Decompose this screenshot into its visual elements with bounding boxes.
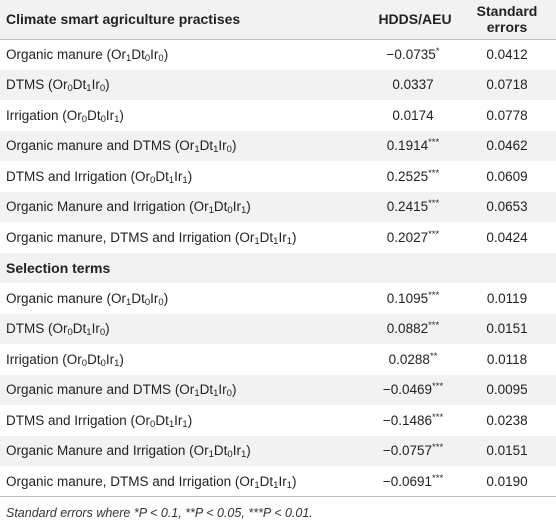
standard-error-cell: 0.0238 <box>486 412 528 428</box>
coefficient-cell: −0.1486*** <box>368 405 458 436</box>
row-label: Organic manure, DTMS and Irrigation (Or1… <box>6 473 297 491</box>
results-table: Climate smart agriculture practises HDDS… <box>0 0 556 497</box>
table-footnote: Standard errors where *P < 0.1, **P < 0.… <box>6 506 313 520</box>
table-header-row: Climate smart agriculture practises HDDS… <box>0 0 556 39</box>
coefficient-value: −0.0691 <box>382 473 433 489</box>
coefficient-cell: 0.2027*** <box>368 222 458 253</box>
row-label: Organic manure and DTMS (Or1Dt1Ir0) <box>6 138 237 156</box>
coefficient-cell: 0.1095*** <box>368 283 458 314</box>
header-standard-errors: Standard errors <box>476 3 538 36</box>
table-row: Irrigation (Or0Dt0Ir1) 0.0174 0.0778 <box>0 100 556 131</box>
row-label: DTMS (Or0Dt1Ir0) <box>6 77 110 95</box>
row-label: Organic manure (Or1Dt0Ir0) <box>6 47 169 64</box>
row-label: DTMS (Or0Dt1Ir0) <box>6 321 110 339</box>
coefficient-cell: −0.0735* <box>368 39 458 70</box>
row-label: Organic manure, DTMS and Irrigation (Or1… <box>6 229 297 247</box>
coefficient-cell: 0.0288** <box>368 344 458 375</box>
standard-error-cell: 0.0653 <box>486 199 528 215</box>
row-label: Organic manure and DTMS (Or1Dt1Ir0) <box>6 382 237 400</box>
significance-stars: *** <box>428 137 440 149</box>
standard-error-cell: 0.0718 <box>486 77 528 93</box>
coefficient-value: 0.0288 <box>388 351 430 367</box>
table-row: Irrigation (Or0Dt0Ir1) 0.0288** 0.0118 <box>0 344 556 375</box>
coefficient-value: 0.2027 <box>386 229 429 245</box>
table-row: DTMS and Irrigation (Or0Dt1Ir1) −0.1486**… <box>0 405 556 436</box>
table-row: DTMS (Or0Dt1Ir0) 0.0882*** 0.0151 <box>0 313 556 345</box>
significance-stars: *** <box>432 381 444 393</box>
header-practises: Climate smart agriculture practises <box>6 11 241 28</box>
row-label: Organic Manure and Irrigation (Or1Dt0Ir1… <box>6 443 251 461</box>
coefficient-value: 0.2415 <box>386 199 429 215</box>
section-row: Selection terms <box>0 252 556 283</box>
table-row: Organic manure, DTMS and Irrigation (Or1… <box>0 222 556 253</box>
standard-error-cell: 0.0424 <box>486 229 528 245</box>
header-hdds-aeu: HDDS/AEU <box>378 11 452 28</box>
coefficient-value: 0.1095 <box>386 290 429 306</box>
standard-error-cell: 0.0778 <box>486 107 528 123</box>
coefficient-cell: −0.0691*** <box>368 466 458 497</box>
significance-stars: *** <box>432 411 444 423</box>
row-label: Irrigation (Or0Dt0Ir1) <box>6 351 124 369</box>
table-row: DTMS (Or0Dt1Ir0) 0.0337 0.0718 <box>0 69 556 101</box>
standard-error-cell: 0.0190 <box>486 473 528 489</box>
standard-error-cell: 0.0118 <box>486 351 528 367</box>
standard-error-cell: 0.0151 <box>486 443 528 459</box>
coefficient-value: −0.0757 <box>382 443 433 459</box>
coefficient-cell: 0.2415*** <box>368 192 458 223</box>
coefficient-cell: 0.0174 <box>368 100 458 131</box>
coefficient-value: −0.0735 <box>386 47 436 62</box>
significance-stars: *** <box>428 228 440 240</box>
standard-error-cell: 0.0462 <box>486 138 528 154</box>
table-row: Organic Manure and Irrigation (Or1Dt0Ir1… <box>0 191 556 223</box>
significance-stars: *** <box>432 442 444 454</box>
coefficient-cell: 0.2525*** <box>368 161 458 192</box>
table-row: Organic manure (Or1Dt0Ir0) −0.0735* 0.0412 <box>0 39 556 70</box>
coefficient-cell: −0.0469*** <box>368 375 458 406</box>
coefficient-value: 0.0337 <box>392 77 434 93</box>
significance-stars: *** <box>428 167 440 179</box>
row-label: Organic manure (Or1Dt0Ir0) <box>6 290 169 308</box>
coefficient-cell: 0.1914*** <box>368 131 458 162</box>
significance-stars: ** <box>429 350 438 362</box>
coefficient-value: 0.1914 <box>386 138 429 154</box>
standard-error-cell: 0.0095 <box>486 382 528 398</box>
significance-stars: * <box>435 46 440 57</box>
table-row: Organic manure, DTMS and Irrigation (Or1… <box>0 466 556 497</box>
coefficient-value: 0.0882 <box>386 321 429 337</box>
table-row: Organic Manure and Irrigation (Or1Dt0Ir1… <box>0 435 556 467</box>
table-row: Organic manure (Or1Dt0Ir0) 0.1095*** 0.011… <box>0 283 556 314</box>
row-label: DTMS and Irrigation (Or0Dt1Ir1) <box>6 168 193 186</box>
significance-stars: *** <box>428 198 440 210</box>
table-row: Organic manure and DTMS (Or1Dt1Ir0) 0.191… <box>0 130 556 162</box>
coefficient-value: 0.0174 <box>392 107 434 123</box>
significance-stars: *** <box>428 289 440 301</box>
section-title: Selection terms <box>6 259 111 276</box>
standard-error-cell: 0.0412 <box>486 47 528 62</box>
coefficient-value: −0.1486 <box>382 412 433 428</box>
table-body: Organic manure (Or1Dt0Ir0) −0.0735* 0.0412… <box>0 39 556 497</box>
significance-stars: *** <box>428 320 440 332</box>
coefficient-cell: 0.0337 <box>368 70 458 101</box>
row-label: Irrigation (Or0Dt0Ir1) <box>6 107 124 125</box>
standard-error-cell: 0.0609 <box>486 168 528 184</box>
table-row: Organic manure and DTMS (Or1Dt1Ir0) −0.04… <box>0 374 556 406</box>
coefficient-value: −0.0469 <box>382 382 433 398</box>
significance-stars: *** <box>432 472 444 484</box>
coefficient-value: 0.2525 <box>386 168 429 184</box>
standard-error-cell: 0.0151 <box>486 321 528 337</box>
row-label: Organic Manure and Irrigation (Or1Dt0Ir1… <box>6 199 251 217</box>
coefficient-cell: 0.0882*** <box>368 314 458 345</box>
standard-error-cell: 0.0119 <box>486 290 528 306</box>
row-label: DTMS and Irrigation (Or0Dt1Ir1) <box>6 412 193 430</box>
coefficient-cell: −0.0757*** <box>368 436 458 467</box>
table-row: DTMS and Irrigation (Or0Dt1Ir1) 0.2525***… <box>0 161 556 192</box>
